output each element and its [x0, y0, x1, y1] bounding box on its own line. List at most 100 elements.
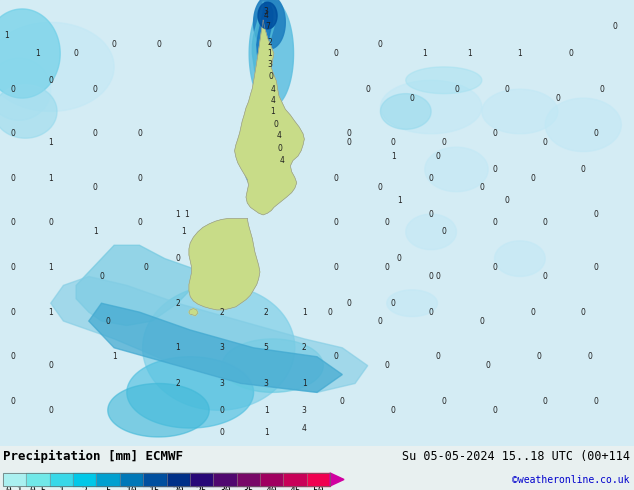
Text: 0: 0: [543, 272, 548, 281]
Text: 0: 0: [10, 352, 15, 361]
Text: 0: 0: [48, 76, 53, 85]
Text: 1: 1: [58, 487, 64, 490]
Text: 0: 0: [378, 317, 383, 325]
Text: 0: 0: [581, 165, 586, 174]
Text: 0: 0: [143, 263, 148, 272]
Text: 1: 1: [175, 343, 180, 352]
Text: 0: 0: [278, 144, 283, 152]
Bar: [3, 473, 27, 486]
Text: 1: 1: [184, 210, 190, 219]
Text: 0: 0: [441, 138, 446, 147]
Polygon shape: [127, 357, 254, 428]
Text: 0: 0: [175, 254, 180, 263]
Text: 0: 0: [429, 174, 434, 183]
Text: 0: 0: [593, 397, 598, 406]
Text: 0: 0: [48, 406, 53, 415]
Text: 0: 0: [273, 121, 278, 129]
Polygon shape: [0, 85, 57, 138]
Text: 0: 0: [454, 85, 459, 94]
Text: 1: 1: [4, 31, 9, 40]
Bar: [236, 473, 260, 486]
Polygon shape: [0, 9, 60, 98]
Bar: [73, 473, 96, 486]
Polygon shape: [0, 58, 51, 121]
Text: 50: 50: [313, 487, 324, 490]
Text: 0: 0: [156, 40, 161, 49]
Polygon shape: [189, 219, 260, 310]
Text: 0: 0: [612, 22, 618, 31]
Text: 0: 0: [530, 174, 535, 183]
Polygon shape: [545, 98, 621, 151]
Text: 0: 0: [391, 406, 396, 415]
Text: 3: 3: [219, 379, 224, 388]
Text: Precipitation [mm] ECMWF: Precipitation [mm] ECMWF: [3, 450, 183, 463]
Text: 0: 0: [333, 219, 339, 227]
Text: 1: 1: [397, 196, 402, 205]
Text: 2: 2: [219, 308, 224, 317]
Text: 0: 0: [543, 138, 548, 147]
Text: 0: 0: [492, 263, 497, 272]
Text: 1: 1: [264, 406, 269, 415]
Text: 2: 2: [175, 379, 180, 388]
Text: 0: 0: [93, 183, 98, 192]
Text: 0: 0: [492, 406, 497, 415]
Text: 0: 0: [581, 308, 586, 317]
Text: 0: 0: [99, 272, 104, 281]
Text: 1: 1: [270, 107, 275, 116]
Text: 0: 0: [10, 397, 15, 406]
Bar: [307, 473, 330, 486]
Polygon shape: [406, 67, 482, 94]
Text: 0: 0: [10, 308, 15, 317]
Text: 30: 30: [219, 487, 231, 490]
Polygon shape: [249, 0, 294, 107]
Bar: [96, 473, 120, 486]
Text: 0: 0: [492, 219, 497, 227]
Text: 0: 0: [327, 308, 332, 317]
Text: 1: 1: [517, 49, 522, 58]
Text: 0: 0: [346, 138, 351, 147]
Polygon shape: [254, 0, 285, 49]
Text: 0: 0: [391, 138, 396, 147]
Text: 3: 3: [267, 60, 272, 69]
Text: 0: 0: [93, 85, 98, 94]
Text: 0: 0: [365, 85, 370, 94]
Text: 0.1: 0.1: [6, 487, 23, 490]
Text: 0: 0: [435, 352, 440, 361]
Polygon shape: [0, 23, 114, 111]
Text: 0: 0: [555, 94, 560, 102]
Text: 0: 0: [10, 263, 15, 272]
Text: 0: 0: [207, 40, 212, 49]
Polygon shape: [482, 89, 558, 134]
Text: 0: 0: [536, 352, 541, 361]
Text: ©weatheronline.co.uk: ©weatheronline.co.uk: [512, 475, 630, 485]
Text: 0: 0: [137, 174, 142, 183]
Polygon shape: [108, 384, 209, 437]
Text: 0: 0: [593, 263, 598, 272]
Text: 4: 4: [280, 156, 285, 165]
Text: 0: 0: [479, 317, 484, 325]
Text: 1: 1: [267, 49, 272, 58]
Text: 0: 0: [530, 308, 535, 317]
Polygon shape: [380, 80, 482, 134]
Text: 0: 0: [410, 94, 415, 102]
Text: 2: 2: [267, 38, 272, 47]
Text: 0: 0: [333, 352, 339, 361]
Text: 4: 4: [302, 423, 307, 433]
Text: 0: 0: [587, 352, 592, 361]
Text: 0: 0: [137, 129, 142, 138]
Text: 0: 0: [10, 85, 15, 94]
Text: 0: 0: [441, 227, 446, 236]
Polygon shape: [244, 138, 282, 192]
Text: 2: 2: [175, 299, 180, 308]
Bar: [120, 473, 143, 486]
Bar: [167, 473, 190, 486]
Text: 0: 0: [429, 308, 434, 317]
Polygon shape: [425, 147, 488, 192]
Text: 4: 4: [264, 11, 269, 20]
Text: 0: 0: [10, 219, 15, 227]
Text: 1: 1: [302, 379, 307, 388]
Polygon shape: [380, 94, 431, 129]
Text: 4: 4: [276, 131, 281, 141]
Text: 0: 0: [479, 183, 484, 192]
Text: 0: 0: [378, 40, 383, 49]
